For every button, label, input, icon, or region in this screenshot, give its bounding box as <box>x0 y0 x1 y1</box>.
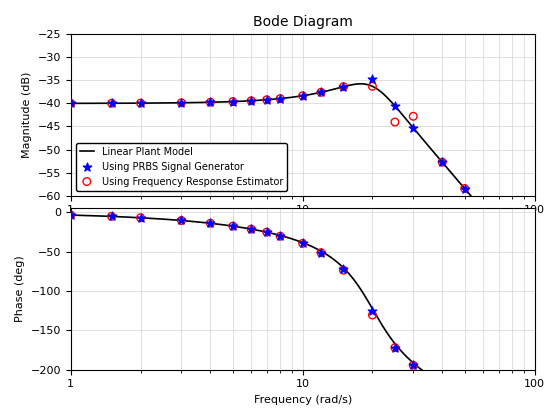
Point <box>409 362 418 369</box>
Y-axis label: Phase (deg): Phase (deg) <box>15 256 25 323</box>
Using Frequency Response Estimator <box>460 185 469 192</box>
Using Frequency Response Estimator <box>262 96 271 103</box>
Using Frequency Response Estimator <box>66 100 75 107</box>
Using PRBS Signal Generator <box>368 76 377 83</box>
Point <box>368 312 377 318</box>
Point <box>438 383 447 389</box>
Point <box>262 229 271 236</box>
Using PRBS Signal Generator <box>409 124 418 131</box>
Using PRBS Signal Generator <box>276 95 284 102</box>
Using PRBS Signal Generator <box>298 92 307 99</box>
Using PRBS Signal Generator <box>460 185 469 192</box>
Using PRBS Signal Generator <box>107 100 116 107</box>
Using Frequency Response Estimator <box>298 92 307 99</box>
Point <box>136 214 145 221</box>
Using Frequency Response Estimator <box>228 98 237 105</box>
Point <box>479 407 488 413</box>
Using PRBS Signal Generator <box>66 100 75 107</box>
Using PRBS Signal Generator <box>228 98 237 105</box>
Using Frequency Response Estimator <box>339 83 348 90</box>
Using Frequency Response Estimator <box>247 97 256 104</box>
Point <box>409 362 418 369</box>
Point <box>107 213 116 220</box>
Title: Bode Diagram: Bode Diagram <box>253 15 353 29</box>
Using PRBS Signal Generator <box>177 100 186 106</box>
Point <box>298 240 307 247</box>
Point <box>390 344 399 351</box>
Using Frequency Response Estimator <box>438 159 447 165</box>
Using Frequency Response Estimator <box>177 100 186 106</box>
Linear Plant Model <box>288 95 295 100</box>
Using PRBS Signal Generator <box>507 243 516 250</box>
Using PRBS Signal Generator <box>339 83 348 90</box>
Point <box>276 233 284 239</box>
Using Frequency Response Estimator <box>368 83 377 90</box>
Point <box>228 223 237 229</box>
Point <box>316 249 325 256</box>
Using Frequency Response Estimator <box>507 243 516 250</box>
Point <box>276 233 284 239</box>
Point <box>460 396 469 403</box>
Line: Linear Plant Model: Linear Plant Model <box>71 84 534 276</box>
Using Frequency Response Estimator <box>206 99 215 105</box>
Linear Plant Model <box>318 89 325 94</box>
Point <box>298 240 307 247</box>
Using PRBS Signal Generator <box>438 159 447 165</box>
Using PRBS Signal Generator <box>206 99 215 105</box>
X-axis label: Frequency (rad/s): Frequency (rad/s) <box>254 395 352 405</box>
Using Frequency Response Estimator <box>276 95 284 102</box>
Using PRBS Signal Generator <box>390 102 399 109</box>
Using Frequency Response Estimator <box>107 100 116 107</box>
Using Frequency Response Estimator <box>316 89 325 96</box>
Point <box>177 217 186 224</box>
Linear Plant Model <box>291 94 297 100</box>
Point <box>206 220 215 227</box>
Point <box>177 217 186 224</box>
Using Frequency Response Estimator <box>479 207 488 214</box>
Using Frequency Response Estimator <box>409 113 418 120</box>
Y-axis label: Magnitude (dB): Magnitude (dB) <box>22 72 32 158</box>
Linear Plant Model <box>521 260 528 265</box>
Point <box>460 396 469 403</box>
Point <box>66 212 75 218</box>
Using Frequency Response Estimator <box>390 119 399 126</box>
Linear Plant Model <box>67 101 74 106</box>
Using PRBS Signal Generator <box>316 89 325 96</box>
Point <box>206 220 215 227</box>
Point <box>247 226 256 232</box>
Using PRBS Signal Generator <box>136 100 145 107</box>
Point <box>390 344 399 351</box>
Linear Plant Model <box>343 83 350 88</box>
Point <box>316 249 325 256</box>
Linear Plant Model <box>357 81 364 87</box>
Point <box>479 407 488 413</box>
Using PRBS Signal Generator <box>479 207 488 214</box>
Point <box>339 266 348 273</box>
Linear Plant Model <box>531 274 538 279</box>
Point <box>107 213 116 220</box>
Point <box>247 226 256 232</box>
Point <box>66 212 75 218</box>
Using PRBS Signal Generator <box>247 97 256 104</box>
Legend: Linear Plant Model, Using PRBS Signal Generator, Using Frequency Response Estima: Linear Plant Model, Using PRBS Signal Ge… <box>76 143 287 191</box>
Point <box>262 229 271 236</box>
Point <box>228 223 237 229</box>
Using PRBS Signal Generator <box>530 273 539 280</box>
Point <box>136 214 145 221</box>
Point <box>438 383 447 389</box>
Point <box>339 267 348 273</box>
Linear Plant Model <box>449 171 455 176</box>
Using Frequency Response Estimator <box>530 273 539 280</box>
Using Frequency Response Estimator <box>136 100 145 107</box>
Using PRBS Signal Generator <box>262 96 271 103</box>
Point <box>368 308 377 315</box>
